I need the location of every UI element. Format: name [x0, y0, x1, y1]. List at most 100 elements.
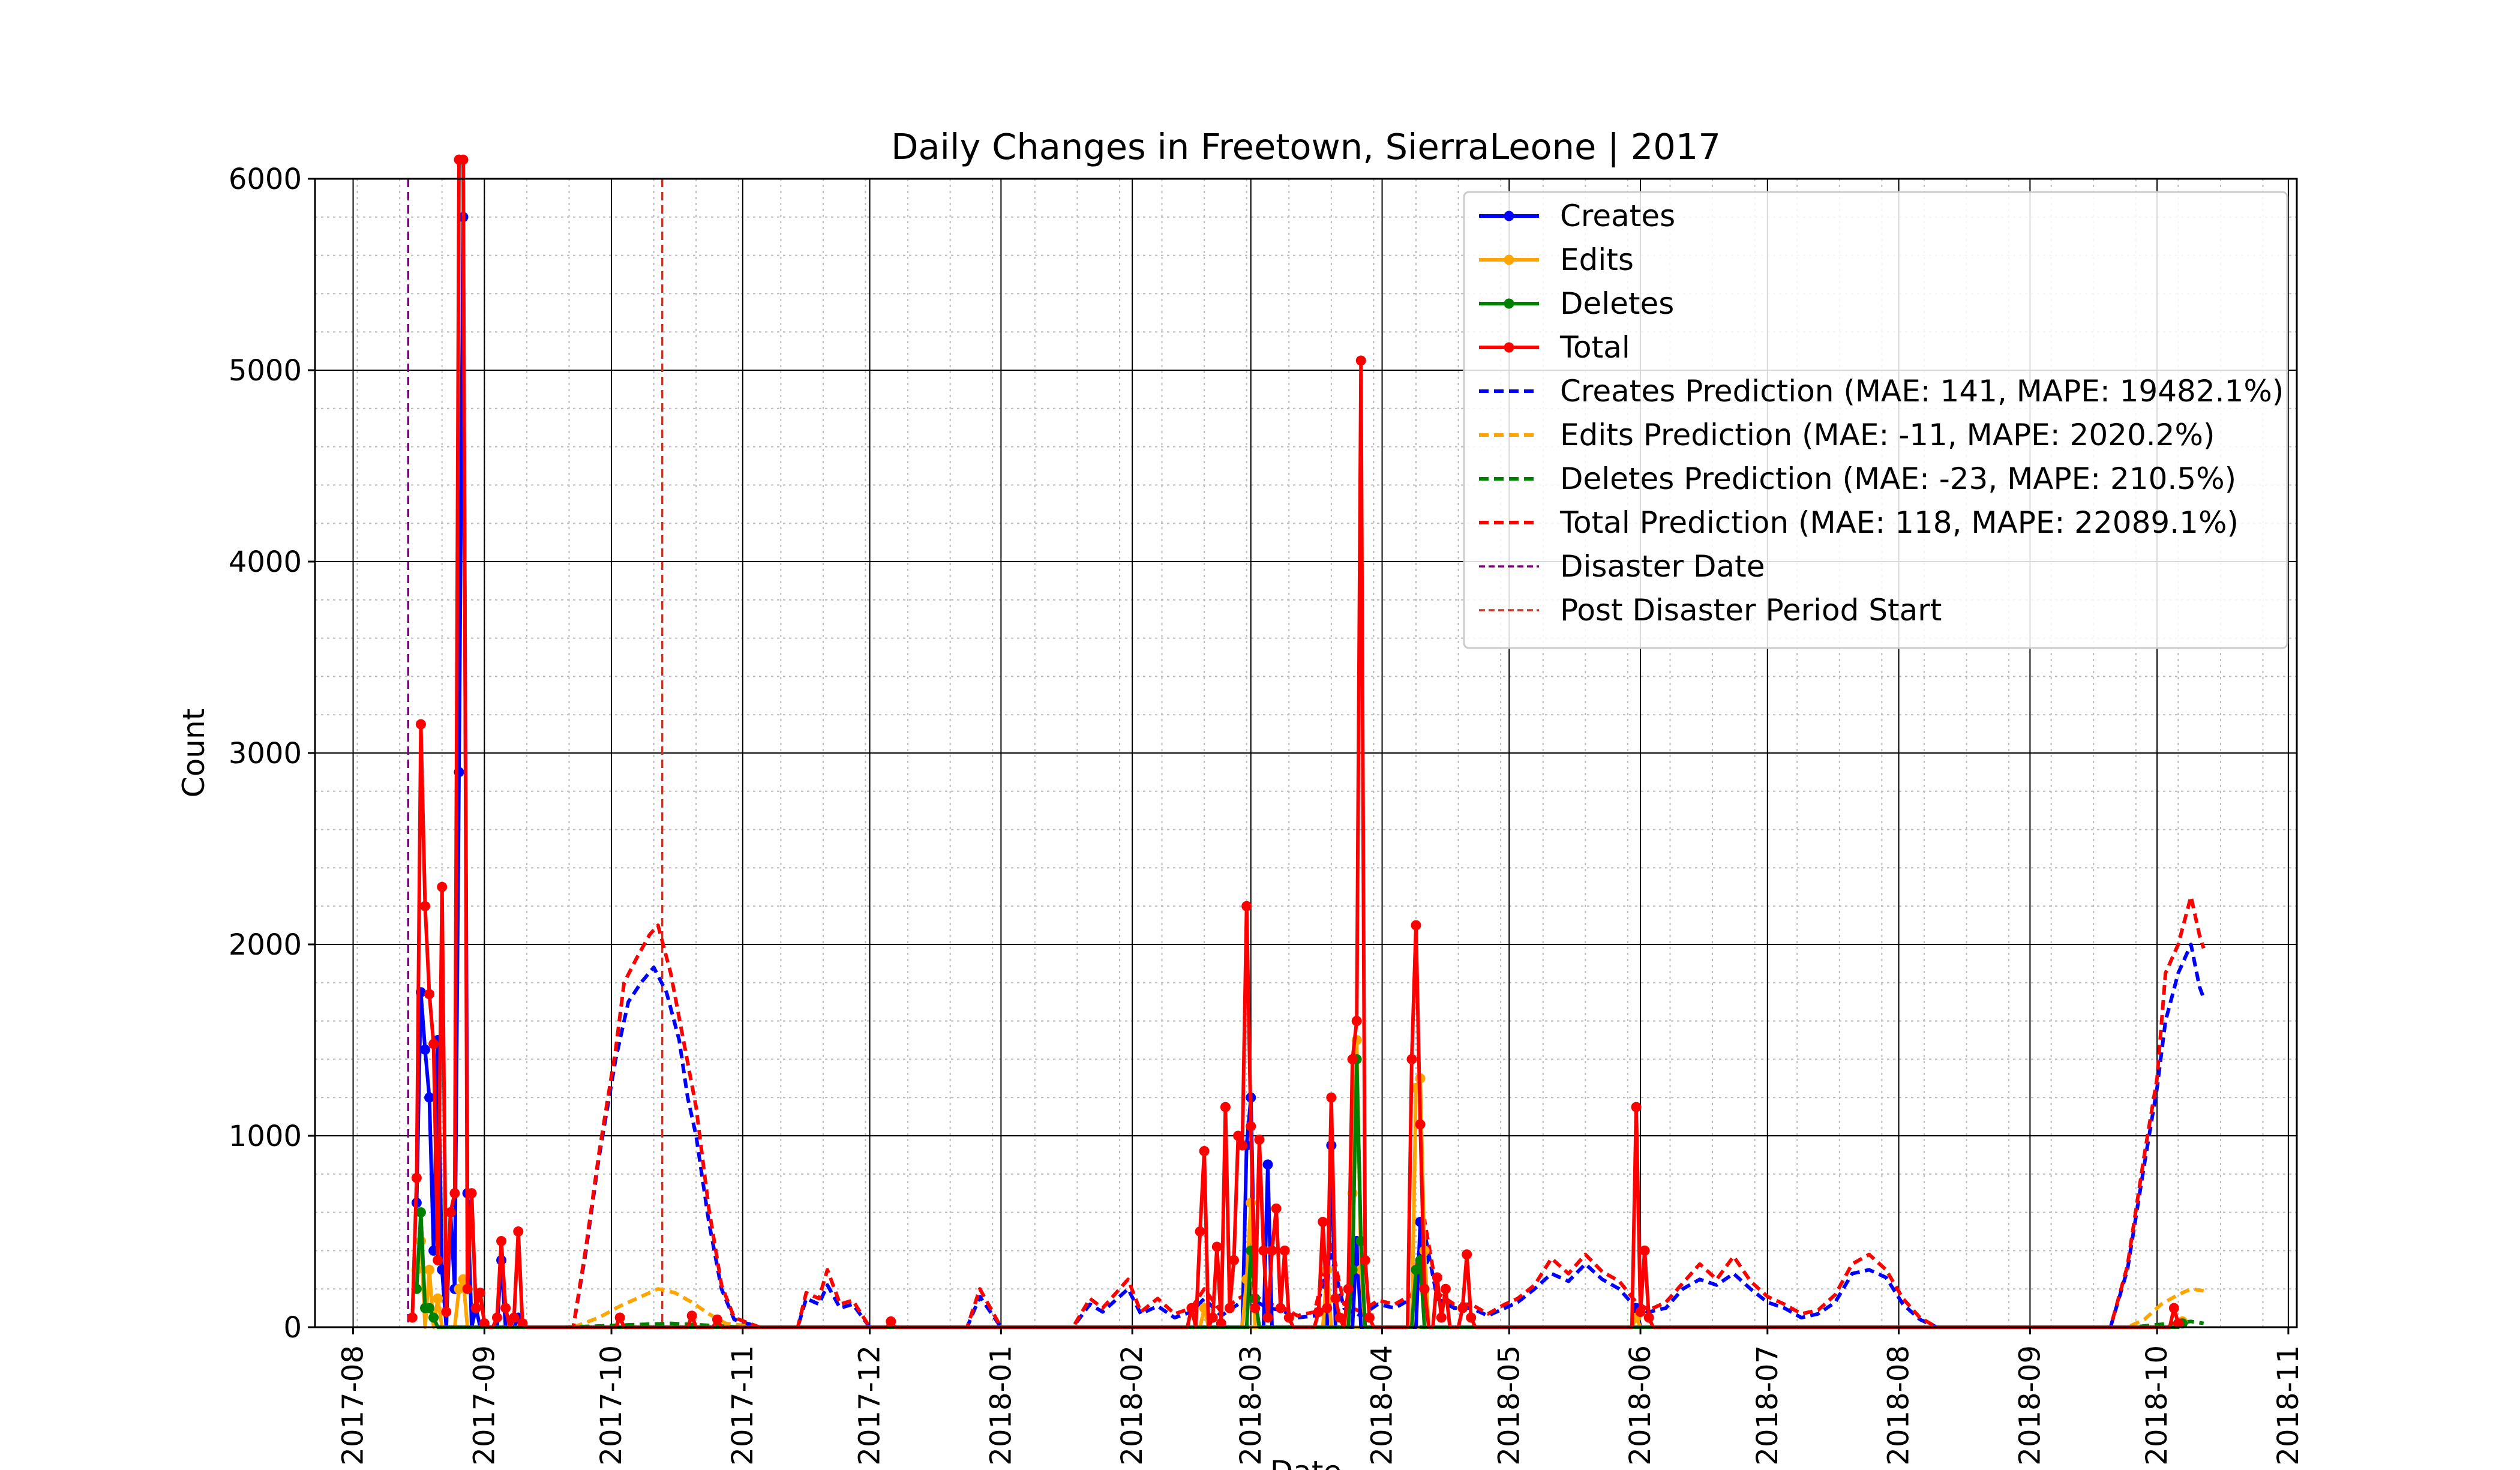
point-total	[496, 1235, 507, 1246]
x-tick-label: 2018-06	[1624, 1345, 1657, 1466]
legend-item: Disaster Date	[1479, 549, 1765, 584]
legend-label: Edits	[1560, 242, 1634, 277]
point-total	[1254, 1134, 1265, 1145]
point-total	[1326, 1092, 1337, 1103]
point-total	[1237, 1140, 1248, 1151]
x-tick-label: 2018-05	[1492, 1345, 1526, 1466]
point-total	[1343, 1283, 1354, 1294]
point-total	[1318, 1217, 1328, 1228]
point-total	[1199, 1146, 1210, 1157]
point-total	[1351, 1016, 1362, 1027]
point-total	[1275, 1303, 1286, 1313]
point-total	[1419, 1283, 1430, 1294]
point-total	[712, 1314, 722, 1325]
point-total	[420, 901, 430, 911]
x-tick-label: 2018-02	[1115, 1345, 1149, 1466]
legend-label: Deletes Prediction (MAE: -23, MAPE: 210.…	[1560, 461, 2236, 496]
line-total-prediction	[522, 895, 2206, 1329]
point-total	[1262, 1312, 1273, 1323]
point-total	[1271, 1203, 1282, 1214]
point-total	[1233, 1130, 1244, 1141]
legend-label: Creates	[1560, 199, 1675, 233]
point-total	[449, 1188, 460, 1199]
legend-item: Edits Prediction (MAE: -11, MAPE: 2020.2…	[1479, 418, 2215, 452]
point-total	[1360, 1255, 1370, 1265]
x-tick-label: 2018-09	[2013, 1345, 2047, 1466]
x-tick-label: 2018-11	[2272, 1345, 2305, 1466]
point-total	[1246, 1121, 1256, 1132]
legend-item: Deletes	[1479, 286, 1674, 321]
point-total	[1631, 1102, 1642, 1112]
legend-item: Edits	[1479, 242, 1634, 277]
point-total	[1195, 1226, 1205, 1237]
x-tick-label: 2018-08	[1882, 1345, 1916, 1466]
point-total	[1224, 1303, 1235, 1313]
point-edits	[454, 1283, 464, 1294]
y-tick-label: 6000	[229, 163, 302, 196]
legend-item: Total	[1479, 330, 1630, 365]
x-tick-label: 2017-11	[726, 1345, 760, 1466]
axes: 0 1000 2000 3000 4000 5000 6000 2017-08 2017-09 2…	[229, 163, 2305, 1466]
x-tick-label: 2017-12	[853, 1345, 887, 1466]
legend-label: Deletes	[1560, 286, 1674, 321]
point-edits	[433, 1293, 443, 1304]
point-total	[428, 1039, 439, 1049]
point-total	[1432, 1272, 1442, 1283]
point-total	[1241, 901, 1252, 911]
point-total	[424, 989, 435, 1000]
point-deletes	[415, 1207, 426, 1218]
legend-item: Creates	[1479, 199, 1675, 233]
legend-label: Total	[1559, 330, 1630, 365]
point-total	[1279, 1245, 1290, 1256]
point-total	[1639, 1245, 1650, 1256]
point-total	[614, 1312, 625, 1323]
point-total	[479, 1318, 490, 1329]
reference-lines	[407, 179, 664, 1327]
point-total	[441, 1306, 452, 1317]
legend-marker	[1504, 211, 1514, 221]
point-total	[437, 881, 448, 892]
y-tick-label: 4000	[229, 545, 302, 579]
point-total	[513, 1226, 524, 1237]
point-total	[1364, 1312, 1375, 1323]
y-tick-label: 2000	[229, 928, 302, 962]
legend: Creates Edits Deletes Total Creates Predicti…	[1463, 191, 2288, 649]
point-total	[458, 154, 469, 165]
series-edits-prediction	[572, 1287, 2204, 1329]
point-total	[491, 1312, 502, 1323]
x-tick-label: 2018-07	[1751, 1345, 1784, 1466]
point-total	[466, 1188, 477, 1199]
point-total	[1216, 1318, 1226, 1329]
point-creates	[420, 1044, 430, 1055]
point-total	[1457, 1303, 1468, 1313]
point-total	[1466, 1312, 1477, 1323]
legend-item: Creates Prediction (MAE: 141, MAPE: 1948…	[1479, 374, 2284, 409]
y-tick-label: 0	[283, 1311, 302, 1345]
series-total-prediction	[522, 895, 2206, 1329]
point-total	[509, 1312, 520, 1323]
series-total	[407, 154, 2183, 1329]
point-creates	[424, 1092, 435, 1103]
line-edits-prediction	[572, 1287, 2204, 1329]
legend-item: Total Prediction (MAE: 118, MAPE: 22089.…	[1479, 505, 2239, 540]
x-tick-label: 2018-01	[984, 1345, 1018, 1466]
point-total	[1330, 1293, 1341, 1304]
x-tick-label: 2017-10	[595, 1345, 628, 1466]
point-total	[886, 1316, 896, 1327]
point-total	[686, 1310, 697, 1321]
y-tick-label: 5000	[229, 354, 302, 388]
point-total	[1313, 1306, 1324, 1317]
x-tick-label: 2018-10	[2140, 1345, 2174, 1466]
y-tick-label: 3000	[229, 737, 302, 770]
legend-label: Disaster Date	[1560, 549, 1765, 584]
legend-label: Post Disaster Period Start	[1560, 593, 1942, 628]
point-total	[1334, 1312, 1345, 1323]
point-total	[1207, 1312, 1218, 1323]
point-deletes	[424, 1303, 435, 1313]
y-axis-label: Count	[176, 709, 211, 798]
point-deletes	[1411, 1264, 1421, 1275]
point-total	[1406, 1054, 1417, 1064]
point-total	[462, 1283, 473, 1294]
point-total	[1211, 1241, 1222, 1252]
